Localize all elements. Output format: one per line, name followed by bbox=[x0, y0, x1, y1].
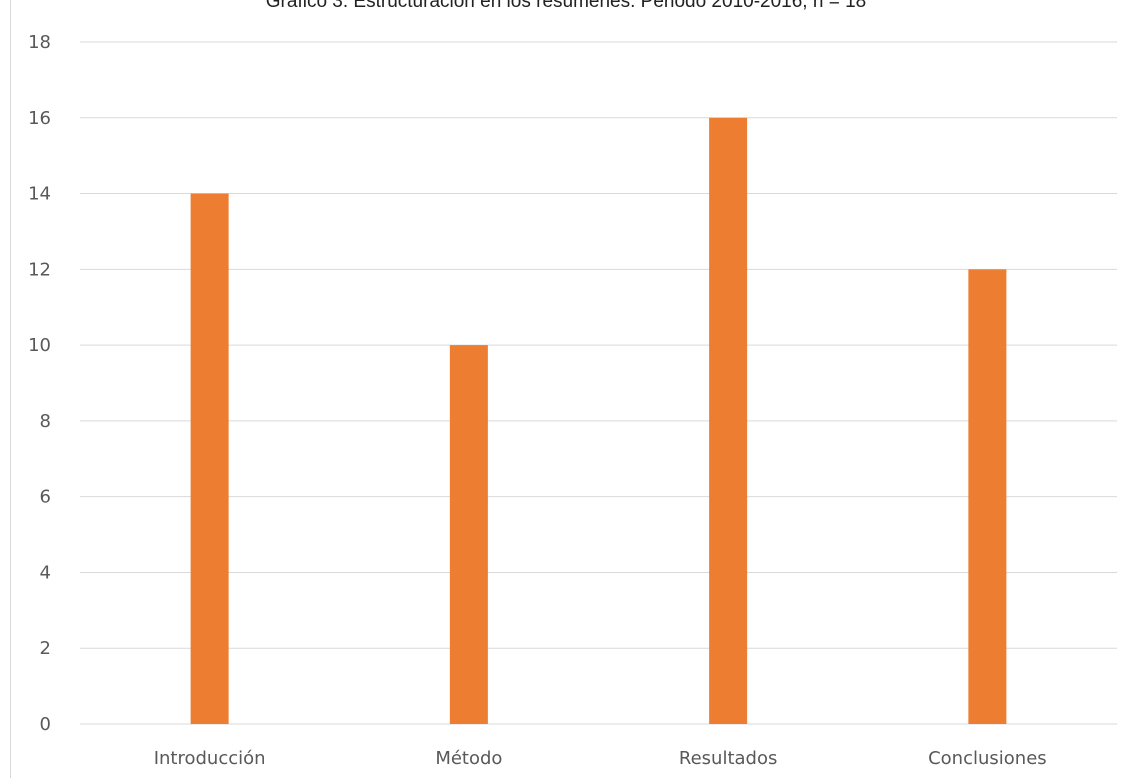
bar-conclusiones bbox=[968, 269, 1007, 724]
y-tick-label: 12 bbox=[28, 259, 51, 280]
gridlines bbox=[80, 41, 1117, 725]
y-tick-label: 6 bbox=[40, 487, 51, 508]
bar-método bbox=[449, 345, 488, 724]
bar-introducción bbox=[190, 193, 229, 725]
y-axis-tick-labels: 0 2 4 6 8 10 12 14 16 18 bbox=[28, 32, 51, 735]
x-axis-category-labels: Introducción Método Resultados Conclusiones bbox=[154, 748, 1047, 769]
y-tick-label: 18 bbox=[28, 32, 51, 53]
y-tick-label: 8 bbox=[40, 411, 51, 432]
x-category-label: Resultados bbox=[679, 748, 777, 769]
y-tick-label: 10 bbox=[28, 335, 51, 356]
bars bbox=[190, 117, 1007, 725]
y-tick-label: 2 bbox=[40, 638, 51, 659]
y-tick-label: 0 bbox=[40, 714, 51, 735]
x-category-label: Método bbox=[435, 748, 502, 769]
chart-title: Gráfico 3. Estructuración en los resúmen… bbox=[265, 0, 867, 12]
chart-left-border bbox=[10, 0, 11, 778]
bar-resultados bbox=[709, 117, 748, 725]
y-tick-label: 14 bbox=[28, 184, 51, 205]
x-category-label: Conclusiones bbox=[928, 748, 1047, 769]
x-category-label: Introducción bbox=[154, 748, 266, 769]
y-tick-label: 16 bbox=[28, 108, 51, 129]
y-tick-label: 4 bbox=[40, 562, 51, 583]
